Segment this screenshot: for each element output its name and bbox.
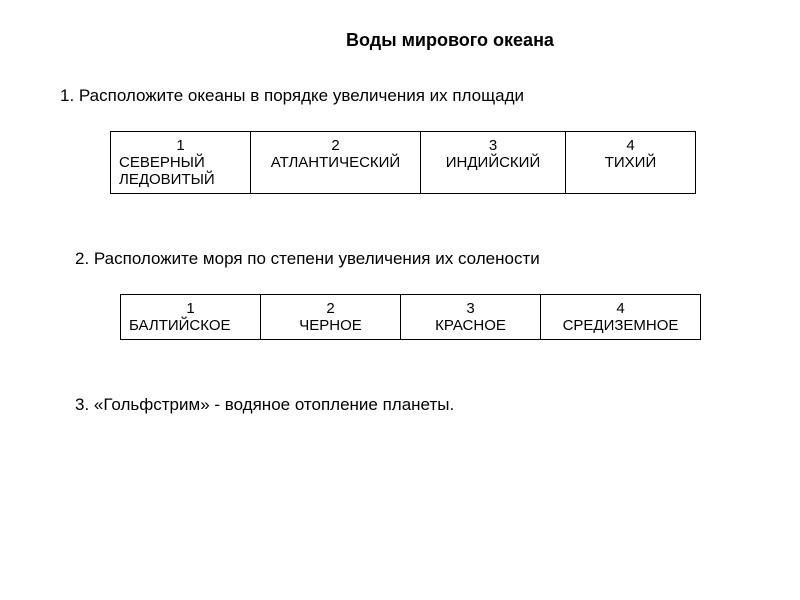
table-cell: 3 КРАСНОЕ: [401, 295, 541, 340]
oceans-table: 1 СЕВЕРНЫЙ ЛЕДОВИТЫЙ 2 АТЛАНТИЧЕСКИЙ 3 И…: [110, 131, 696, 194]
table-cell: 1 БАЛТИЙСКОЕ: [121, 295, 261, 340]
cell-number: 2: [269, 300, 392, 317]
cell-number: 2: [259, 137, 412, 154]
table-row: 1 БАЛТИЙСКОЕ 2 ЧЕРНОЕ 3 КРАСНОЕ 4 СРЕДИЗ…: [121, 295, 701, 340]
cell-label: СЕВЕРНЫЙ ЛЕДОВИТЫЙ: [119, 154, 242, 188]
table-row: 1 СЕВЕРНЫЙ ЛЕДОВИТЫЙ 2 АТЛАНТИЧЕСКИЙ 3 И…: [111, 132, 696, 194]
cell-label: АТЛАНТИЧЕСКИЙ: [259, 154, 412, 171]
seas-table: 1 БАЛТИЙСКОЕ 2 ЧЕРНОЕ 3 КРАСНОЕ 4 СРЕДИЗ…: [120, 294, 701, 340]
table-cell: 4 ТИХИЙ: [566, 132, 696, 194]
question-3: 3. «Гольфстрим» - водяное отопление план…: [75, 395, 750, 415]
cell-label: КРАСНОЕ: [409, 317, 532, 334]
cell-number: 1: [119, 137, 242, 154]
cell-label: ИНДИЙСКИЙ: [429, 154, 557, 171]
cell-number: 3: [429, 137, 557, 154]
question-2: 2. Расположите моря по степени увеличени…: [75, 249, 750, 269]
cell-number: 1: [129, 300, 252, 317]
question-1: 1. Расположите океаны в порядке увеличен…: [60, 86, 750, 106]
cell-label: СРЕДИЗЕМНОЕ: [549, 317, 692, 334]
cell-number: 4: [549, 300, 692, 317]
cell-label: БАЛТИЙСКОЕ: [129, 317, 252, 334]
page-title: Воды мирового океана: [150, 30, 750, 51]
table-cell: 1 СЕВЕРНЫЙ ЛЕДОВИТЫЙ: [111, 132, 251, 194]
cell-label: ЧЕРНОЕ: [269, 317, 392, 334]
table-cell: 3 ИНДИЙСКИЙ: [421, 132, 566, 194]
cell-number: 4: [574, 137, 687, 154]
table-cell: 2 АТЛАНТИЧЕСКИЙ: [251, 132, 421, 194]
cell-number: 3: [409, 300, 532, 317]
cell-label: ТИХИЙ: [574, 154, 687, 171]
table-cell: 2 ЧЕРНОЕ: [261, 295, 401, 340]
table-cell: 4 СРЕДИЗЕМНОЕ: [541, 295, 701, 340]
